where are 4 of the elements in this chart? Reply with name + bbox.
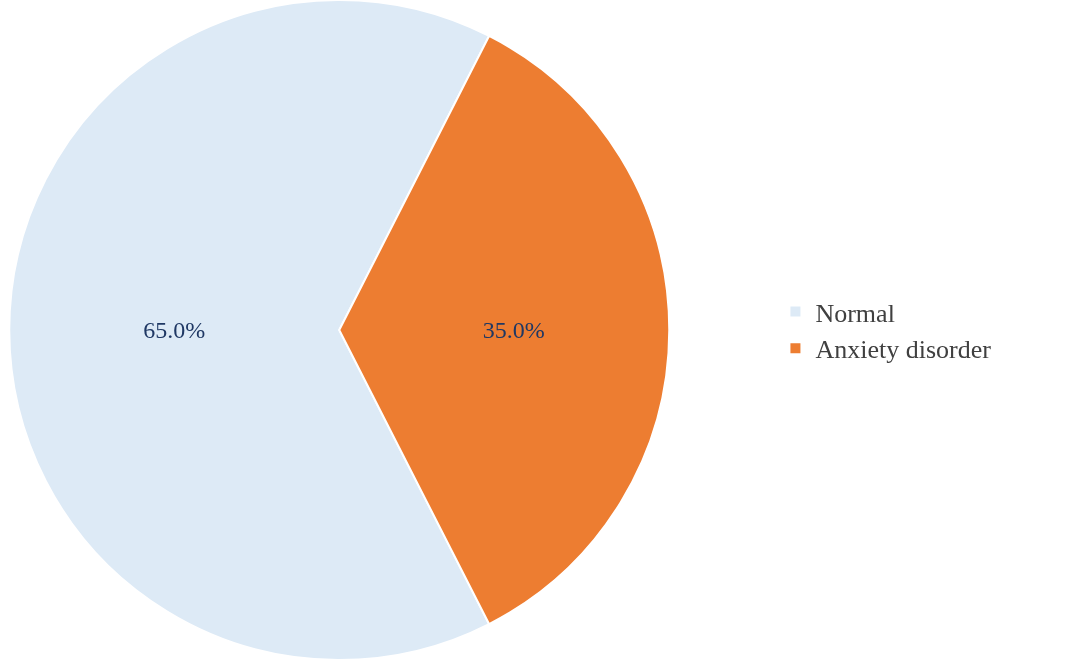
legend-label: Anxiety disorder xyxy=(815,335,992,365)
data-label: 65.0% xyxy=(143,317,206,343)
legend-label: Normal xyxy=(815,298,895,328)
data-label: 35.0% xyxy=(482,317,545,343)
